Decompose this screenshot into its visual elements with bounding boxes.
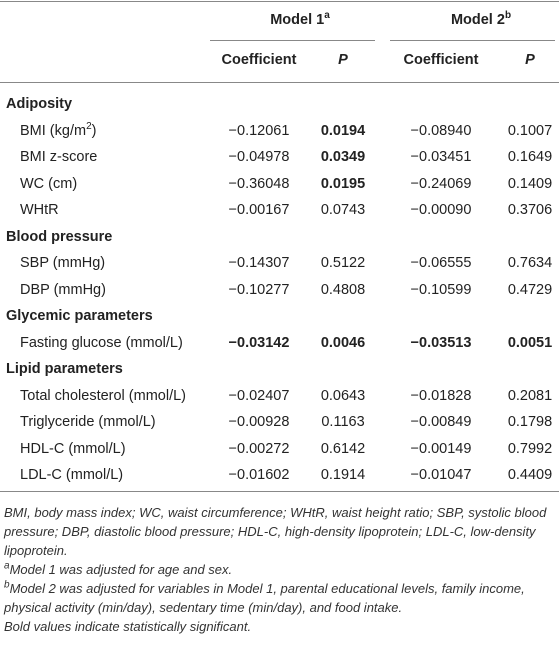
row-label-text: WHtR <box>20 202 59 218</box>
row-label: BMI z-score <box>20 147 97 167</box>
cell: 0.1798 <box>507 414 553 430</box>
model1-header: Model 1a <box>232 10 368 30</box>
model1-sup: a <box>324 10 330 22</box>
cell: −0.01602 <box>228 467 290 483</box>
cell: 0.5122 <box>320 255 366 271</box>
column-header: P <box>338 52 348 68</box>
cell: −0.01047 <box>410 467 472 483</box>
cell: −0.02407 <box>228 387 290 404</box>
row-label-text: SBP (mmHg) <box>20 255 106 271</box>
row-label-text: Triglyceride (mmol/L) <box>20 414 156 430</box>
model1-label: Model 1 <box>270 12 325 28</box>
cell: 0.4729 <box>507 281 553 298</box>
model2-label: Model 2 <box>450 12 505 28</box>
footnote-text: Model 2 was adjusted for variables in Mo… <box>4 581 525 615</box>
bottom-rule <box>0 490 559 492</box>
row-label-end: ) <box>91 122 97 139</box>
row-label: Total cholesterol (mmol/L) <box>20 386 186 406</box>
cell: −0.10277 <box>228 281 290 298</box>
cell: 0.6142 <box>320 440 366 457</box>
top-rule <box>0 1 559 2</box>
cell: −0.00849 <box>410 414 472 430</box>
row-label-sup: 2 <box>86 120 92 132</box>
cell: −0.14307 <box>228 255 290 271</box>
row-label-text: Fasting glucose (mmol/L) <box>20 334 183 351</box>
cell: 0.0046 <box>320 334 366 351</box>
cell: 0.7634 <box>507 255 553 271</box>
footnote-text: Model 1 was adjusted for age and sex. <box>9 562 233 577</box>
cell: −0.00272 <box>228 440 290 457</box>
cell: −0.08940 <box>410 122 472 139</box>
model2-header: Model 2b <box>413 10 549 30</box>
row-label-text: LDL-C (mmol/L) <box>20 467 124 483</box>
row-label-text: BMI z-score <box>20 149 98 165</box>
row-label-text: BMI (kg/m <box>20 122 87 139</box>
cell: 0.0643 <box>320 387 366 404</box>
row-label: Triglyceride (mmol/L) <box>20 412 156 432</box>
cell: 0.0195 <box>320 175 366 192</box>
cell: 0.1649 <box>507 149 553 165</box>
cell: 0.1914 <box>320 467 366 483</box>
cell: 0.0194 <box>320 122 366 139</box>
cell: 0.7992 <box>507 440 553 457</box>
cell: 0.0051 <box>507 334 553 351</box>
cell: 0.4808 <box>320 281 366 298</box>
model1-rule <box>210 40 375 41</box>
cell: 0.1409 <box>507 175 553 192</box>
row-label: SBP (mmHg) <box>20 253 105 273</box>
cell: 0.2081 <box>507 387 553 404</box>
bold-note: Bold values indicate statistically signi… <box>4 619 252 634</box>
footnote-a: aModel 1 was adjusted for age and sex. <box>4 560 552 579</box>
cell: −0.06555 <box>410 255 472 271</box>
row-label: LDL-C (mmol/L) <box>20 465 123 485</box>
cell: 0.3706 <box>507 202 553 218</box>
cell: −0.03142 <box>228 334 290 351</box>
model2-sup: b <box>504 10 512 22</box>
cell: −0.10599 <box>410 281 472 298</box>
cell: −0.00149 <box>410 440 472 457</box>
cell: −0.24069 <box>410 175 472 192</box>
row-label-text: DBP (mmHg) <box>20 281 106 298</box>
model2-rule <box>390 40 555 41</box>
row-label: DBP (mmHg) <box>20 280 106 300</box>
group-title: Blood pressure <box>6 228 113 245</box>
group-title: Glycemic parameters <box>6 308 153 324</box>
cell: 0.1007 <box>507 122 553 139</box>
row-label: HDL-C (mmol/L) <box>20 439 126 459</box>
row-label-text: WC (cm) <box>20 175 78 192</box>
cell: −0.00167 <box>228 202 290 218</box>
row-label: WHtR <box>20 200 59 220</box>
row-label-text: HDL-C (mmol/L) <box>20 440 126 457</box>
column-header: Coefficient <box>221 52 297 68</box>
group-title: Lipid parameters <box>6 361 123 377</box>
cell: −0.00090 <box>410 202 472 218</box>
row-label: Fasting glucose (mmol/L) <box>20 333 183 353</box>
cell: 0.0349 <box>320 149 366 165</box>
cell: −0.04978 <box>228 149 290 165</box>
row-label-text: Total cholesterol (mmol/L) <box>20 387 186 404</box>
cell: −0.00928 <box>228 414 290 430</box>
footnote-b: bModel 2 was adjusted for variables in M… <box>4 579 552 617</box>
cell: −0.03451 <box>410 149 472 165</box>
cell: 0.1163 <box>321 414 365 430</box>
column-header: Coefficient <box>403 52 479 68</box>
footnote-sup: a <box>4 560 10 572</box>
cell: 0.4409 <box>507 467 553 483</box>
row-label: WC (cm) <box>20 174 77 194</box>
group-title: Adiposity <box>6 96 73 112</box>
cell: −0.03513 <box>410 334 472 351</box>
column-header: P <box>525 52 535 68</box>
abbreviations-note: BMI, body mass index; WC, waist circumfe… <box>4 505 547 558</box>
cell: −0.12061 <box>228 122 290 139</box>
row-label: BMI (kg/m2) <box>20 121 96 141</box>
header-rule <box>0 82 559 83</box>
cell: −0.36048 <box>228 175 290 192</box>
cell: 0.0743 <box>320 202 366 218</box>
footnotes: BMI, body mass index; WC, waist circumfe… <box>4 503 552 636</box>
footnote-sup: b <box>4 579 10 591</box>
cell: −0.01828 <box>410 387 472 404</box>
